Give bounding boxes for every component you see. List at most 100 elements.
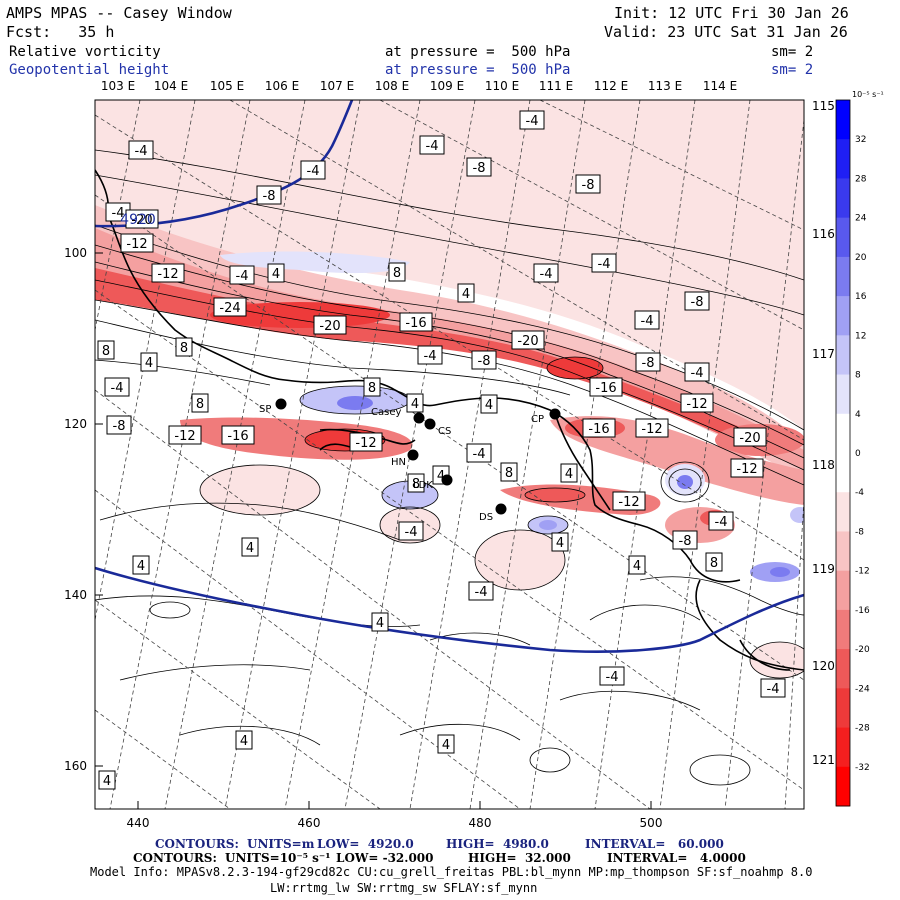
contour-label-box <box>635 418 669 438</box>
contour-label-text: 4 <box>437 469 445 484</box>
contour-label-box <box>106 415 132 435</box>
contour-label-box <box>589 377 623 397</box>
contour-label-box <box>97 340 115 360</box>
contour-value-label: -4 <box>105 202 131 222</box>
contour-label-box <box>371 612 389 632</box>
contour-label-text: -20 <box>319 319 340 334</box>
station-marker[interactable] <box>549 408 561 420</box>
contour-label-box <box>437 734 455 754</box>
contour-label-text: -12 <box>618 495 639 510</box>
contour-value-label: 4 <box>241 537 259 557</box>
station-marker[interactable] <box>441 474 453 486</box>
station-cp[interactable]: CP <box>531 408 561 426</box>
contour-label-box <box>760 678 786 698</box>
pos-vort-east-max <box>677 475 693 489</box>
station-marker[interactable] <box>413 412 425 424</box>
contour-line <box>149 601 191 619</box>
contour-label-box <box>500 462 518 482</box>
colorbar-tick-label: -20 <box>855 645 870 655</box>
contour-label-text: 8 <box>196 397 204 412</box>
contour-label-text: -8 <box>473 161 486 176</box>
station-casey[interactable]: Casey <box>371 407 425 424</box>
contour-value-label: -24 <box>213 297 247 317</box>
field1-smoothing: sm= 2 <box>771 44 814 60</box>
contour-label-box <box>221 425 255 445</box>
contour-label-box <box>399 312 433 332</box>
contour-value-label: 8 <box>97 340 115 360</box>
contour-label-text: -12 <box>355 436 376 451</box>
contour-value-label: -12 <box>120 233 154 253</box>
contour-label-box <box>235 730 253 750</box>
contour-label-box <box>128 140 154 160</box>
contour-value-label: -16 <box>221 425 255 445</box>
contour-label-text: -4 <box>405 525 418 540</box>
contour-label-box <box>300 160 326 180</box>
contour-label-layer: -4 -4 -4 -4 -8 -8 -8 -4 -20 -12 -12 -4 4 8 4 -4 -4 -8 -24 -… <box>97 110 786 790</box>
contour-label-text: -4 <box>641 314 654 329</box>
contour-label-text: -20 <box>739 431 760 446</box>
station-marker[interactable] <box>424 418 436 430</box>
colorbar-swatch <box>836 139 850 179</box>
contour-label-text: -20 <box>131 213 152 228</box>
grid-line <box>95 289 804 791</box>
colorbar-tick-label: -28 <box>855 724 870 734</box>
contour-label-text: -8 <box>478 354 491 369</box>
field1-level: at pressure = 500 hPa <box>385 44 571 60</box>
contour-value-label: 4 <box>480 394 498 414</box>
contour-value-label: 4 <box>235 730 253 750</box>
height-contour-low: LOW= 4920.0 <box>317 837 414 851</box>
contour-label-box <box>511 330 545 350</box>
colorbar-border <box>835 99 851 807</box>
grid-line <box>784 499 804 809</box>
colorbar-tick-label: -32 <box>855 763 870 773</box>
contour-label-box <box>733 427 767 447</box>
station-marker[interactable] <box>495 503 507 515</box>
vort-contour-units: UNITS=10⁻⁵ s⁻¹ <box>225 851 331 865</box>
y-axis-tick-label: 140 <box>64 588 87 602</box>
contour-label-box <box>684 362 710 382</box>
station-sp[interactable]: SP <box>259 398 287 416</box>
station-label: LDK <box>413 480 433 491</box>
contour-line <box>589 604 701 621</box>
contour-label-text: -4 <box>112 206 125 221</box>
contour-value-label: -4 <box>599 666 625 686</box>
field2-smoothing: sm= 2 <box>771 62 814 78</box>
top-longitude-label: 111 E <box>539 79 573 93</box>
pos-vort-se-max <box>770 567 790 577</box>
init-time: Init: 12 UTC Fri 30 Jan 26 <box>614 4 849 22</box>
contour-value-label: -4 <box>468 581 494 601</box>
contour-label-text: -4 <box>540 267 553 282</box>
colorbar-tick-label: 24 <box>855 214 867 224</box>
contour-value-label: 8 <box>363 377 381 397</box>
station-ds[interactable]: DS <box>479 503 507 524</box>
grid-line <box>659 100 751 809</box>
station-marker[interactable] <box>275 398 287 410</box>
contour-line <box>199 464 321 516</box>
contour-value-label: 4 <box>406 393 424 413</box>
contour-label-box <box>407 473 425 493</box>
contour-label-box <box>466 443 492 463</box>
contour-label-text: -16 <box>227 429 248 444</box>
station-ldk[interactable]: LDK <box>413 474 453 492</box>
contour-value-label: -8 <box>106 415 132 435</box>
contour-label-box <box>684 291 710 311</box>
station-marker[interactable] <box>407 449 419 461</box>
contour-line <box>399 723 521 741</box>
top-longitude-label: 108 E <box>375 79 409 93</box>
colorbar-tick-label: -12 <box>855 567 870 577</box>
contour-value-label: -12 <box>349 432 383 452</box>
contour-label-box <box>672 530 698 550</box>
contour-label-box <box>628 555 646 575</box>
station-hn[interactable]: HN <box>391 449 419 469</box>
contour-line <box>95 319 571 396</box>
contour-label-box <box>313 315 347 335</box>
contour-label-box <box>241 537 259 557</box>
station-cs[interactable]: CS <box>424 418 452 438</box>
contour-line <box>99 502 401 541</box>
contour-line <box>119 664 311 681</box>
contour-label-box <box>104 377 130 397</box>
contour-label-box <box>599 666 625 686</box>
contour-label-text: -8 <box>582 178 595 193</box>
colorbar-swatch <box>836 256 850 297</box>
colorbar: 32 28 24 20 16 12 8 4 0 -4 -8 -12 -16 -20 -24 -28 -32 10⁻… <box>835 90 884 807</box>
